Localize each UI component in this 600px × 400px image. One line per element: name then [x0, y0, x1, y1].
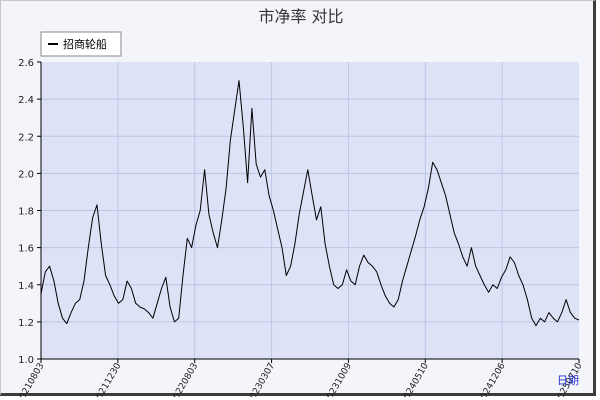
y-tick-label: 2.4: [18, 95, 34, 106]
series-line-zhaoshang-lunchuan: [40, 80, 580, 327]
legend: 招商轮船: [40, 31, 122, 57]
chart-title: 市净率 对比: [258, 7, 343, 26]
y-axis-ticks: 1.0 1.2 1.4 1.6 1.8 2.0 2.2 2.4 2.6: [18, 58, 41, 366]
grid: [41, 62, 579, 359]
y-tick-label: 2.2: [18, 132, 34, 143]
y-tick-label: 1.6: [18, 244, 34, 255]
y-tick-label: 2.6: [18, 58, 34, 69]
series-group: [40, 80, 580, 327]
y-tick-label: 1.0: [18, 355, 34, 366]
x-tick-label: 20220803: [169, 362, 201, 398]
x-axis-label: 日期: [557, 374, 579, 387]
x-tick-label: 20211230: [92, 361, 124, 397]
x-axis-ticks: 20210803 20211230 20220803 20230307 20231009…: [15, 359, 585, 397]
y-tick-label: 1.4: [18, 281, 34, 292]
x-tick-label: 20241206: [476, 361, 508, 397]
x-tick-label: 20210803: [15, 362, 47, 398]
y-tick-label: 1.8: [18, 207, 34, 218]
x-tick-label: 20231009: [322, 361, 354, 397]
x-tick-label: 20240510: [399, 361, 431, 397]
x-tick-label: 20230307: [246, 362, 278, 398]
y-tick-label: 2.0: [18, 169, 34, 180]
legend-entry: 招商轮船: [63, 37, 107, 51]
y-tick-label: 1.2: [18, 318, 34, 329]
